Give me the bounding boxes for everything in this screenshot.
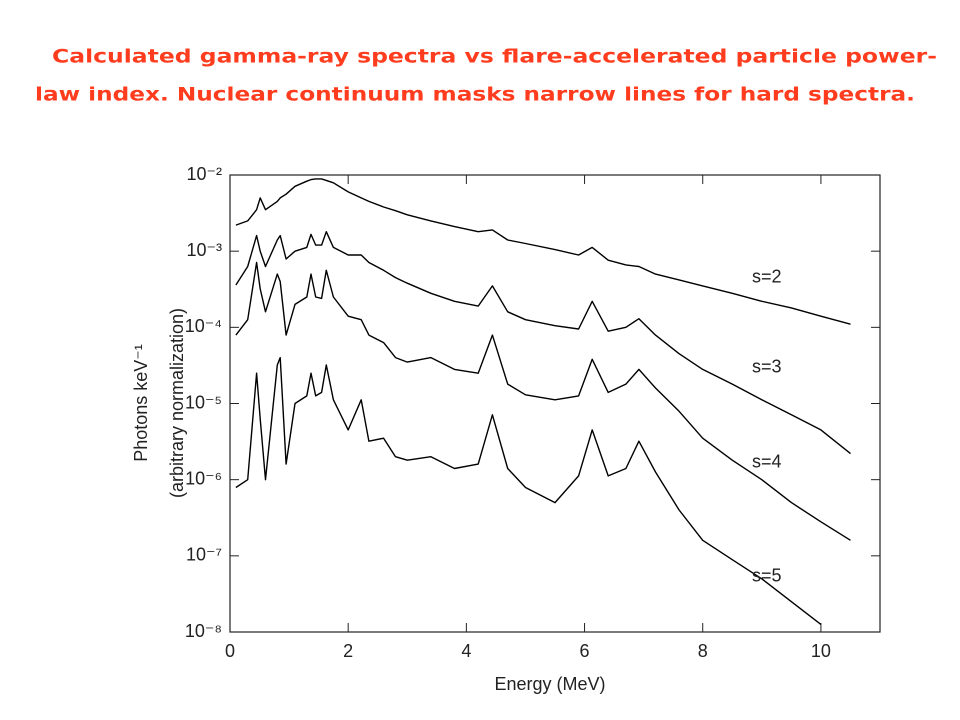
y-tick-label: 10⁻³ xyxy=(186,240,222,260)
chart-title: Calculated gamma-ray spectra vs flare-ac… xyxy=(52,46,937,68)
series-line xyxy=(235,178,851,325)
x-axis-label: Energy (MeV) xyxy=(494,674,605,694)
x-tick-label: 10 xyxy=(811,641,831,661)
series-label: s=3 xyxy=(752,357,782,377)
x-tick-label: 4 xyxy=(461,641,471,661)
x-tick-label: 8 xyxy=(698,641,708,661)
y-tick-label: 10⁻⁶ xyxy=(185,468,222,488)
y-axis-label: (arbitrary normalization) xyxy=(167,308,187,498)
y-tick-label: 10⁻⁸ xyxy=(185,621,222,641)
x-tick-label: 0 xyxy=(225,641,235,661)
series-line xyxy=(235,356,822,625)
series-line xyxy=(235,261,851,541)
series-line xyxy=(235,231,851,455)
y-tick-label: 10⁻² xyxy=(186,164,222,184)
series-label: s=2 xyxy=(752,267,782,287)
series-label: s=5 xyxy=(752,565,782,585)
y-tick-label: 10⁻⁷ xyxy=(186,545,222,565)
y-tick-label: 10⁻⁴ xyxy=(185,316,222,336)
chart-title: law index. Nuclear continuum masks narro… xyxy=(35,84,915,106)
series-label: s=4 xyxy=(752,451,782,471)
y-tick-label: 10⁻⁵ xyxy=(185,392,222,412)
plot-frame xyxy=(229,174,881,633)
y-axis-label: Photons keV⁻¹ xyxy=(131,344,151,462)
x-tick-label: 6 xyxy=(580,641,590,661)
x-tick-label: 2 xyxy=(343,641,353,661)
